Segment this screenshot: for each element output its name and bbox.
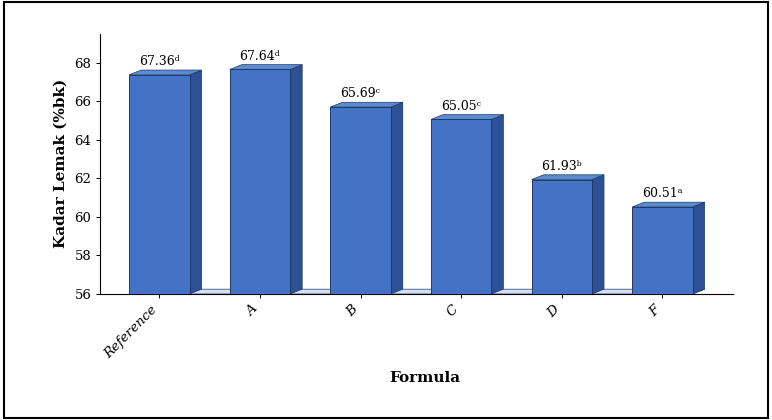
Text: 65.05ᶜ: 65.05ᶜ [441,100,481,113]
Polygon shape [632,202,705,207]
Polygon shape [330,102,403,107]
Y-axis label: Kadar Lemak (%bk): Kadar Lemak (%bk) [53,79,67,248]
Bar [330,107,391,294]
Polygon shape [189,70,201,294]
Bar [431,119,491,294]
Text: Formula: Formula [389,371,460,385]
Bar [129,75,189,294]
Polygon shape [692,202,705,294]
Bar [532,180,592,294]
Polygon shape [391,102,403,294]
Polygon shape [491,115,503,294]
Text: 67.64ᵈ: 67.64ᵈ [239,50,280,63]
Polygon shape [532,175,604,180]
Polygon shape [129,289,705,294]
Polygon shape [290,65,302,294]
Bar [230,69,290,294]
Bar [632,207,692,294]
Polygon shape [592,175,604,294]
Text: 67.36ᵈ: 67.36ᵈ [139,55,180,68]
Text: 60.51ᵃ: 60.51ᵃ [642,187,682,200]
Polygon shape [230,65,302,69]
Text: 65.69ᶜ: 65.69ᶜ [340,87,381,100]
Polygon shape [431,115,503,119]
Polygon shape [129,70,201,75]
Text: 61.93ᵇ: 61.93ᵇ [541,160,582,173]
